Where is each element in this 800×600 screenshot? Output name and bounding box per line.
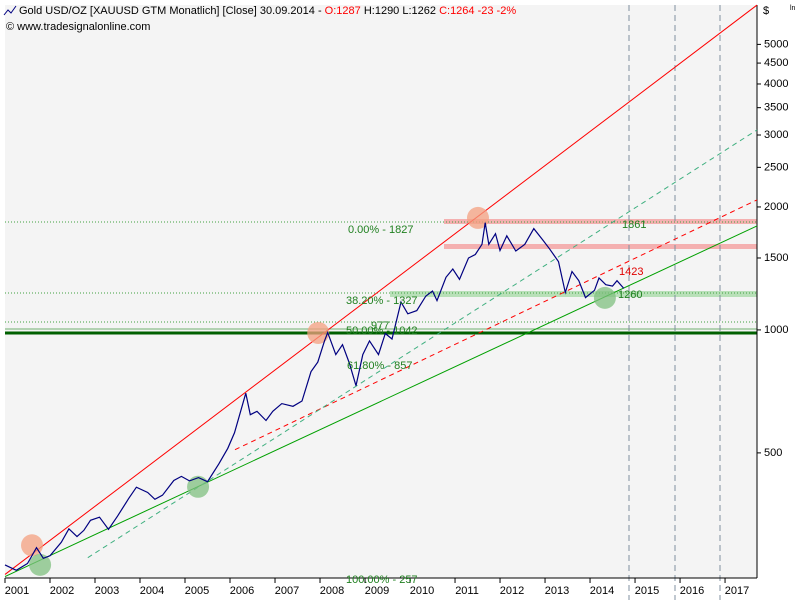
pivot-highlight <box>21 534 44 557</box>
annotation: 61.80% - 857 <box>347 360 412 372</box>
y-tick-label: 3000 <box>764 129 788 141</box>
annotation: 0.00% - 1827 <box>348 224 413 236</box>
x-tick-label: 2017 <box>725 585 749 597</box>
trendline <box>4 225 758 578</box>
annotation: 38.20% - 1327 <box>346 295 418 307</box>
annotation: 1260 <box>618 289 642 301</box>
x-tick-label: 2001 <box>5 585 29 597</box>
y-tick-label: 500 <box>764 447 782 459</box>
y-tick-label: 5000 <box>764 38 788 50</box>
x-tick-label: 2007 <box>275 585 299 597</box>
scale-label: ln <box>790 5 796 12</box>
annotation: 1423 <box>619 266 643 278</box>
x-tick-label: 2013 <box>545 585 569 597</box>
title-text: Gold USD/OZ [XAUUSD GTM Monatlich] [Clos… <box>19 5 322 17</box>
x-tick-label: 2005 <box>185 585 209 597</box>
chart-title: Gold USD/OZ [XAUUSD GTM Monatlich] [Clos… <box>19 5 516 17</box>
y-axis-unit: $ <box>763 5 769 17</box>
trendline <box>4 4 758 575</box>
trendline <box>234 199 758 451</box>
x-tick-label: 2014 <box>590 585 614 597</box>
y-tick-label: 1000 <box>764 324 788 336</box>
resistance-band <box>444 219 757 224</box>
y-tick-label: 4000 <box>764 78 788 90</box>
price-line <box>4 222 625 571</box>
y-tick-label: 2500 <box>764 161 788 173</box>
annotation: 1861 <box>622 219 646 231</box>
open-value: O:1287 <box>325 5 361 17</box>
header-icon <box>3 5 17 16</box>
x-tick-label: 2012 <box>500 585 524 597</box>
pivot-highlight <box>29 553 52 576</box>
x-tick-label: 2010 <box>410 585 434 597</box>
x-tick-label: 2006 <box>230 585 254 597</box>
pivot-highlight <box>466 206 489 229</box>
y-tick-label: 4500 <box>764 57 788 69</box>
pivot-highlight <box>593 286 616 309</box>
annotation: 977 <box>371 320 389 332</box>
x-tick-label: 2011 <box>455 585 479 597</box>
x-tick-label: 2008 <box>320 585 344 597</box>
y-tick-label: 2000 <box>764 201 788 213</box>
y-tick-label: 1500 <box>764 252 788 264</box>
trendline <box>87 129 758 559</box>
support-band <box>390 291 757 297</box>
x-tick-label: 2009 <box>365 585 389 597</box>
x-tick-label: 2003 <box>95 585 119 597</box>
pivot-highlight <box>307 321 330 344</box>
source: © www.tradesignalonline.com <box>6 21 150 33</box>
marks <box>4 4 758 578</box>
x-tick-label: 2004 <box>140 585 164 597</box>
annotation: 50.00% - 1042 <box>346 325 418 337</box>
high-low-values: H:1290 L:1262 <box>364 5 436 17</box>
header: Gold USD/OZ [XAUUSD GTM Monatlich] [Clos… <box>3 5 516 33</box>
y-tick-label: 3500 <box>764 102 788 114</box>
annotation: 100.00% - 257 <box>346 574 418 586</box>
close-value: C:1264 -23 -2% <box>439 5 516 17</box>
resistance-band <box>444 244 757 249</box>
pivot-highlight <box>187 475 210 498</box>
x-tick-label: 2015 <box>635 585 659 597</box>
x-tick-label: 2002 <box>50 585 74 597</box>
x-tick-label: 2016 <box>680 585 704 597</box>
